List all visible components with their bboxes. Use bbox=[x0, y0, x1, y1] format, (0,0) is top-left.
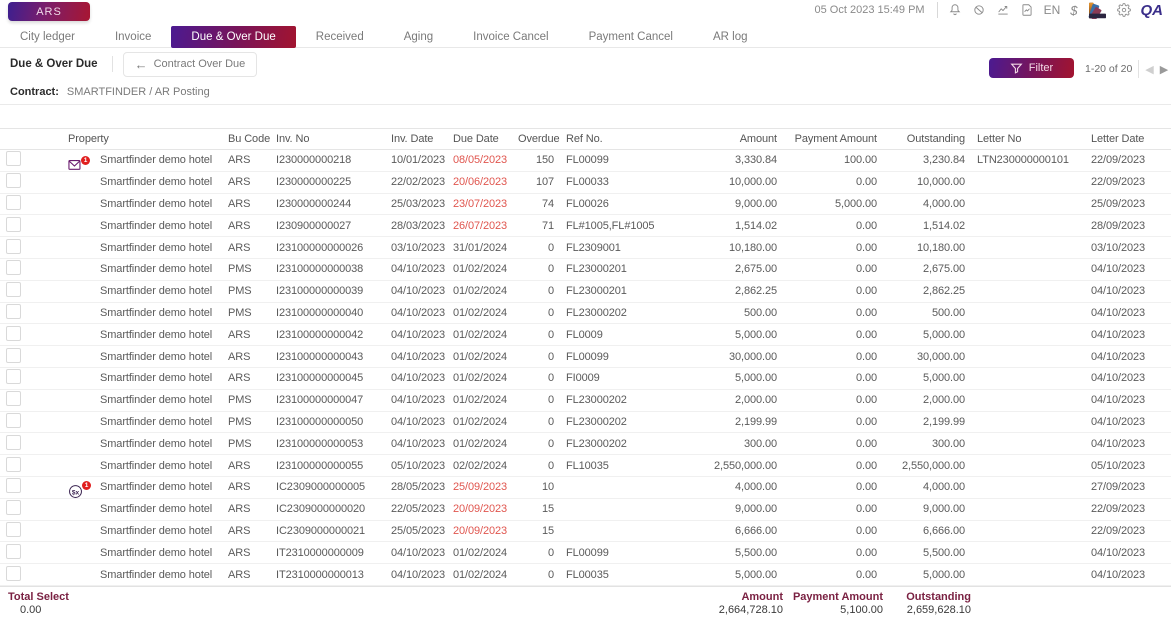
svg-text:$x: $x bbox=[72, 489, 80, 496]
